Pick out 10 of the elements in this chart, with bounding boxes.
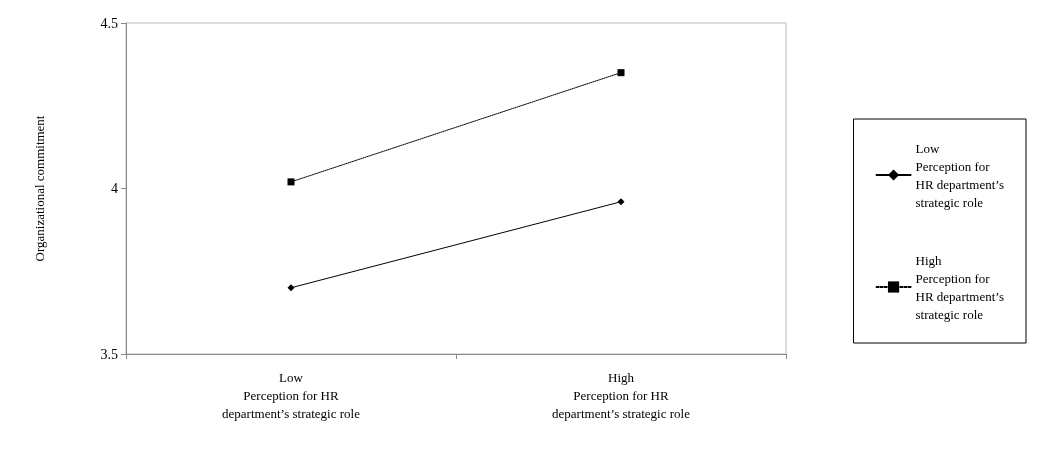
point xyxy=(617,69,625,77)
y-tick-label: 4 xyxy=(111,181,118,196)
legend-label: Low Perception for HR department’s strategic role xyxy=(915,140,1005,210)
y-tick-label: 4.5 xyxy=(100,15,118,31)
point xyxy=(287,284,295,292)
y-tick-label: 3.5 xyxy=(100,346,118,362)
legend-label: High Perception for HR department’s strategic role xyxy=(915,252,1005,322)
y-axis-title: Organizational commitment xyxy=(32,115,47,262)
point xyxy=(617,198,625,206)
point xyxy=(287,178,295,186)
